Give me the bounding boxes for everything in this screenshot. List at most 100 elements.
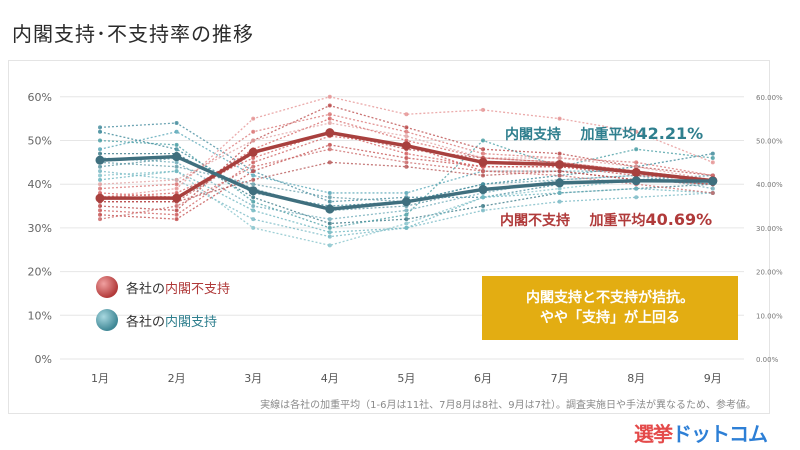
legend-approval-accent: 内閣支持 [165,314,218,330]
approval-company-point [481,208,485,213]
legend-disapproval-accent: 内閣不支持 [165,281,231,297]
y-right-tick-label: 40.00% [756,181,783,189]
y-tick-label: 20% [28,266,52,279]
approval-company-point [174,129,179,134]
y-tick-label: 10% [28,309,52,322]
x-tick-label: 1月 [91,372,109,385]
approval-company-point [327,230,332,235]
disapproval-company-point [557,173,562,178]
approval-company-point [251,204,256,209]
y-tick-label: 30% [28,222,52,235]
disapproval-average-point [478,157,488,167]
y-tick-label: 0% [35,353,52,366]
approval-company-point [98,125,102,130]
disapproval-company-point [481,173,485,178]
disapproval-company-point [174,177,179,182]
approval-company-point [404,208,409,213]
disapproval-company-point [251,160,256,165]
callout-line-2: やや「支持」が上回る [540,310,680,326]
disapproval-company-point [634,164,639,169]
approval-company-point [98,138,102,143]
disapproval-average-point [631,167,641,177]
disapproval-company-point [251,169,256,174]
logo-part-1: 選挙 [634,422,673,446]
approval-company-point [557,186,562,191]
disapproval-company-point [557,155,562,160]
disapproval-company-point [251,116,256,121]
approval-average-point [555,178,565,188]
disapproval-summary-label: 内閣不支持 [500,213,570,229]
y-right-tick-label: 10.00% [756,312,783,320]
approval-company-point [327,225,332,230]
disapproval-company-line [100,161,713,203]
disapproval-company-point [404,134,409,139]
disapproval-company-point [174,204,179,209]
disapproval-company-point [481,147,485,152]
legend-disapproval: 各社の 内閣不支持 [96,276,230,298]
approval-company-point [481,138,485,143]
disapproval-company-point [557,169,562,174]
disapproval-company-point [174,208,179,213]
x-tick-label: 5月 [397,372,415,385]
approval-company-point [634,186,639,191]
approval-average-point [172,152,182,162]
disapproval-summary: 内閣不支持 加重平均40.69% [500,210,712,230]
x-tick-label: 4月 [321,372,339,385]
y-right-tick-label: 30.00% [756,225,783,233]
approval-company-point [557,199,562,204]
approval-company-point [327,199,332,204]
approval-company-point [481,195,485,200]
approval-company-point [481,204,485,209]
approval-company-point [327,243,332,248]
disapproval-company-point [327,103,332,108]
disapproval-company-point [327,142,332,147]
disapproval-average-point [325,128,335,138]
disapproval-company-point [634,129,639,134]
approval-company-point [327,221,332,226]
approval-legend-icon [96,309,118,331]
x-tick-label: 9月 [704,372,722,385]
approval-company-point [327,195,332,200]
approval-company-point [251,173,256,178]
disapproval-company-point [404,112,409,117]
approval-company-point [251,217,256,222]
disapproval-avg-label: 加重平均 [589,213,646,229]
disapproval-company-point [251,164,256,169]
approval-company-line [99,170,713,247]
disapproval-company-point [557,151,562,156]
y-right-tick-label: 50.00% [756,138,783,146]
approval-company-point [98,147,102,152]
approval-company-point [251,182,256,187]
x-tick-label: 6月 [474,372,492,385]
disapproval-company-point [327,121,332,126]
disapproval-average-point [172,193,182,203]
approval-company-point [327,190,332,195]
disapproval-company-point [327,116,332,121]
approval-company-point [174,169,179,174]
disapproval-company-point [174,182,179,187]
legend-disapproval-prefix: 各社の [126,281,166,297]
approval-average-point [248,186,258,196]
disapproval-company-point [404,160,409,165]
disapproval-company-point [481,151,485,156]
disapproval-company-point [710,190,715,195]
disapproval-average-point [248,147,258,157]
approval-company-point [174,121,179,126]
disapproval-company-point [98,182,102,187]
approval-company-point [98,151,102,156]
approval-company-point [251,195,256,200]
approval-company-point [174,142,179,147]
footnote: 実線は各社の加重平均（1-6月は11社、7月8月は8社、9月は7社）。調査実施日… [260,400,756,411]
approval-company-point [710,186,715,191]
approval-average-point [708,176,718,186]
approval-average-point [401,197,411,207]
disapproval-company-point [251,155,256,160]
disapproval-average-point [95,193,105,203]
approval-company-point [404,225,409,230]
y-right-tick-label: 60.00% [756,94,783,102]
approval-company-point [98,164,102,169]
y-right-tick-label: 20.00% [756,269,783,277]
approval-summary: 内閣支持 加重平均42.21% [505,124,703,144]
disapproval-company-point [251,177,256,182]
x-tick-label: 2月 [168,372,186,385]
